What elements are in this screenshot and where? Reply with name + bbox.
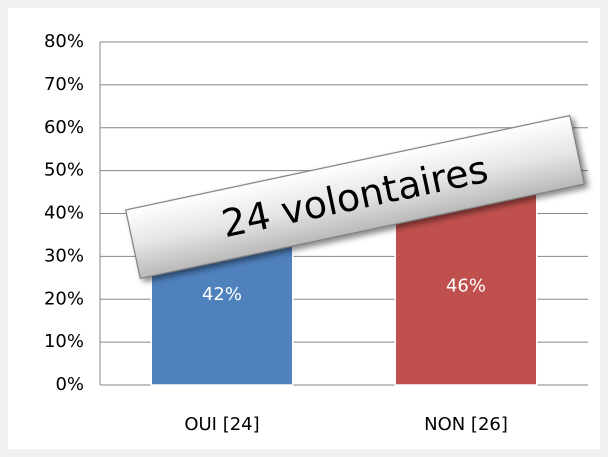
y-tick-label: 70% <box>44 74 84 95</box>
y-tick-label: 0% <box>55 374 84 395</box>
y-tick-label: 60% <box>44 117 84 138</box>
y-tick-label: 30% <box>44 245 84 266</box>
x-tick-label: NON [26] <box>424 414 508 435</box>
y-tick-label: 50% <box>44 160 84 181</box>
annotation-frame <box>124 114 586 280</box>
y-tick-label: 10% <box>44 331 84 352</box>
y-tick-label: 80% <box>44 31 84 52</box>
x-tick-label: OUI [24] <box>184 414 259 435</box>
value-label: 42% <box>202 284 242 305</box>
bar <box>394 187 538 386</box>
y-tick-label: 20% <box>44 288 84 309</box>
value-label: 46% <box>446 275 486 296</box>
y-tick-label: 40% <box>44 203 84 224</box>
